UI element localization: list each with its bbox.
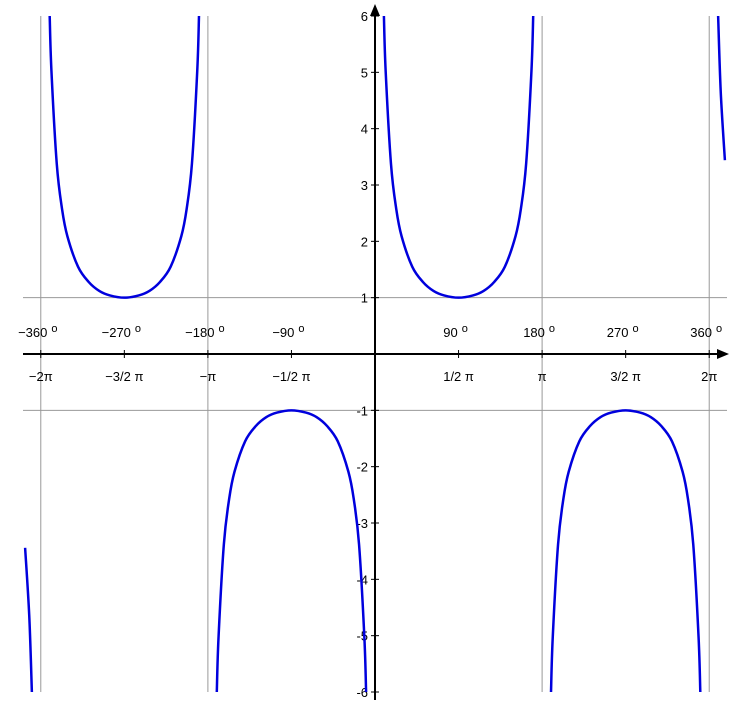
- degree-symbol: o: [462, 323, 468, 335]
- x-degree-label: 180 o: [523, 323, 555, 340]
- degree-value: −180: [185, 325, 214, 340]
- degree-value: −90: [272, 325, 294, 340]
- y-tick-label: -1: [356, 403, 368, 418]
- degree-symbol: o: [51, 323, 57, 335]
- x-tick-label: −2π: [29, 369, 53, 384]
- degree-symbol: o: [298, 323, 304, 335]
- x-tick-label: −π: [200, 369, 217, 384]
- x-tick-label: 1/2 π: [443, 369, 474, 384]
- x-degree-label: 90 o: [443, 323, 468, 340]
- x-degree-label: −180 o: [185, 323, 224, 340]
- degree-value: 270: [607, 325, 629, 340]
- y-tick-label: 6: [361, 9, 368, 24]
- y-tick-label: 4: [361, 122, 368, 137]
- degree-value: 90: [443, 325, 457, 340]
- degree-symbol: o: [716, 323, 722, 335]
- x-tick-label: −3/2 π: [105, 369, 143, 384]
- x-tick-label: 3/2 π: [610, 369, 641, 384]
- degree-symbol: o: [135, 323, 141, 335]
- y-tick-label: 2: [361, 234, 368, 249]
- y-tick-label: 5: [361, 65, 368, 80]
- x-axis-arrow: [717, 349, 729, 359]
- x-degree-label: −90 o: [272, 323, 304, 340]
- x-tick-label: −1/2 π: [272, 369, 310, 384]
- degree-symbol: o: [549, 323, 555, 335]
- degree-value: −360: [18, 325, 47, 340]
- x-degree-label: 270 o: [607, 323, 639, 340]
- degree-symbol: o: [218, 323, 224, 335]
- x-degree-label: −270 o: [102, 323, 141, 340]
- y-tick-label: 3: [361, 178, 368, 193]
- degree-value: 180: [523, 325, 545, 340]
- degree-value: 360: [690, 325, 712, 340]
- y-tick-label: -5: [356, 629, 368, 644]
- y-axis-arrow: [370, 4, 380, 16]
- x-tick-label: 2π: [701, 369, 717, 384]
- y-tick-label: 1: [361, 291, 368, 306]
- y-tick-label: -6: [356, 685, 368, 700]
- y-tick-label: -2: [356, 460, 368, 475]
- x-tick-label: π: [538, 369, 547, 384]
- x-degree-label: −360 o: [18, 323, 57, 340]
- y-tick-label: -3: [356, 516, 368, 531]
- x-degree-label: 360 o: [690, 323, 722, 340]
- curve: [23, 15, 727, 693]
- degree-value: −270: [102, 325, 131, 340]
- degree-symbol: o: [632, 323, 638, 335]
